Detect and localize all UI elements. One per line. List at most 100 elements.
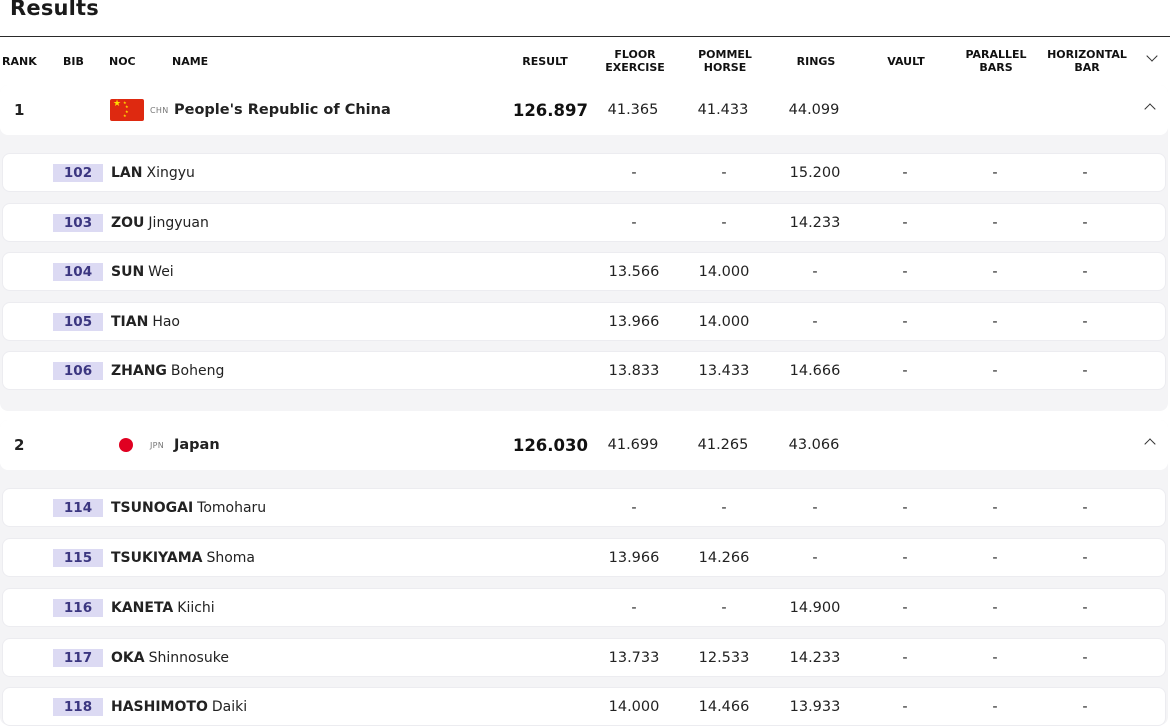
athlete-name[interactable]: HASHIMOTO Daiki [111, 688, 247, 725]
score-parallel: - [992, 549, 998, 566]
col-horizontal-bar: HORIZONTAL BAR [1043, 37, 1131, 85]
bib-badge: 106 [53, 362, 103, 380]
athlete-name[interactable]: TIAN Hao [111, 303, 180, 340]
athlete-given-name: Hao [152, 313, 180, 330]
noc-code: JPN [150, 440, 165, 450]
col-horizontal-line2: BAR [1074, 61, 1100, 74]
col-pommel-line1: POMMEL [698, 48, 752, 61]
athlete-surname: LAN [111, 164, 143, 181]
team-result: 126.897 [512, 100, 588, 120]
score-rings: 14.233 [789, 214, 841, 231]
athlete-given-name: Shinnosuke [148, 649, 229, 666]
athlete-row[interactable]: 115 TSUKIYAMA Shoma 13.966 14.266 - - - … [2, 538, 1166, 577]
athlete-row[interactable]: 106 ZHANG Boheng 13.833 13.433 14.666 - … [2, 351, 1166, 390]
score-parallel: - [992, 263, 998, 280]
team-result: 126.030 [512, 435, 588, 455]
score-vault: - [902, 599, 908, 616]
score-parallel: - [992, 214, 998, 231]
athlete-row[interactable]: 114 TSUNOGAI Tomoharu - - - - - - [2, 488, 1166, 527]
team-rings: 43.066 [788, 437, 840, 453]
score-horizontal: - [1082, 549, 1088, 566]
athlete-surname: HASHIMOTO [111, 698, 208, 715]
country-name[interactable]: People's Republic of China [174, 102, 391, 118]
bib-badge: 102 [53, 164, 103, 182]
bib-badge: 117 [53, 649, 103, 667]
athlete-surname: ZOU [111, 214, 145, 231]
athlete-row[interactable]: 104 SUN Wei 13.566 14.000 - - - - [2, 252, 1166, 291]
chevron-up-icon[interactable] [1144, 438, 1156, 450]
athlete-given-name: Tomoharu [197, 499, 267, 516]
score-floor: - [631, 214, 637, 231]
score-pommel: 14.000 [698, 313, 750, 330]
athlete-surname: TSUKIYAMA [111, 549, 203, 566]
score-horizontal: - [1082, 164, 1088, 181]
bib-badge: 115 [53, 549, 103, 567]
score-rings: 14.900 [789, 599, 841, 616]
score-rings: 14.666 [789, 362, 841, 379]
col-parallel-line2: BARS [979, 61, 1013, 74]
chevron-up-icon[interactable] [1144, 103, 1156, 115]
team-group-china: 1 ★ ★ ★ ★ ★ CHN People's Republic of Chi… [0, 85, 1168, 411]
athlete-surname: OKA [111, 649, 145, 666]
athlete-name[interactable]: SUN Wei [111, 253, 174, 290]
athlete-name[interactable]: LAN Xingyu [111, 154, 195, 191]
athlete-row[interactable]: 102 LAN Xingyu - - 15.200 - - - [2, 153, 1166, 192]
china-flag-icon: ★ ★ ★ ★ ★ [110, 99, 144, 121]
athlete-row[interactable]: 105 TIAN Hao 13.966 14.000 - - - - [2, 302, 1166, 341]
score-vault: - [902, 164, 908, 181]
score-parallel: - [992, 164, 998, 181]
score-vault: - [902, 362, 908, 379]
col-floor-line1: FLOOR [614, 48, 656, 61]
col-rank: RANK [2, 54, 37, 68]
athlete-name[interactable]: KANETA Kiichi [111, 589, 215, 626]
score-horizontal: - [1082, 214, 1088, 231]
col-vault: VAULT [887, 54, 925, 68]
athlete-given-name: Boheng [170, 362, 225, 379]
bib-badge: 104 [53, 263, 103, 281]
score-vault: - [902, 499, 908, 516]
country-name[interactable]: Japan [174, 437, 220, 453]
col-floor-line2: EXERCISE [605, 61, 665, 74]
score-parallel: - [992, 649, 998, 666]
team-group-japan: 2 JPN Japan 126.030 41.699 41.265 43.066… [0, 420, 1168, 726]
athlete-name[interactable]: OKA Shinnosuke [111, 639, 229, 676]
bib-badge: 116 [53, 599, 103, 617]
score-rings: - [812, 313, 818, 330]
athlete-row[interactable]: 103 ZOU Jingyuan - - 14.233 - - - [2, 203, 1166, 242]
score-horizontal: - [1082, 698, 1088, 715]
athlete-given-name: Shoma [206, 549, 256, 566]
score-vault: - [902, 549, 908, 566]
athlete-row[interactable]: 117 OKA Shinnosuke 13.733 12.533 14.233 … [2, 638, 1166, 677]
score-parallel: - [992, 313, 998, 330]
score-pommel: 13.433 [698, 362, 750, 379]
team-row[interactable]: 1 ★ ★ ★ ★ ★ CHN People's Republic of Chi… [0, 85, 1168, 135]
score-parallel: - [992, 499, 998, 516]
score-floor: - [631, 164, 637, 181]
athlete-name[interactable]: TSUKIYAMA Shoma [111, 539, 255, 576]
score-floor: - [631, 599, 637, 616]
col-pommel-line2: HORSE [703, 61, 747, 74]
team-row[interactable]: 2 JPN Japan 126.030 41.699 41.265 43.066 [0, 420, 1168, 470]
athlete-row[interactable]: 116 KANETA Kiichi - - 14.900 - - - [2, 588, 1166, 627]
athlete-row[interactable]: 118 HASHIMOTO Daiki 14.000 14.466 13.933… [2, 687, 1166, 726]
score-pommel: - [721, 499, 727, 516]
athlete-surname: ZHANG [111, 362, 167, 379]
score-pommel: 14.266 [698, 549, 750, 566]
athlete-given-name: Kiichi [177, 599, 215, 616]
score-floor: - [631, 499, 637, 516]
athlete-surname: SUN [111, 263, 145, 280]
athlete-name[interactable]: ZHANG Boheng [111, 352, 224, 389]
team-rank: 1 [14, 101, 25, 119]
athlete-name[interactable]: TSUNOGAI Tomoharu [111, 489, 266, 526]
bib-badge: 103 [53, 214, 103, 232]
athlete-name[interactable]: ZOU Jingyuan [111, 204, 209, 241]
score-floor: 13.966 [608, 549, 660, 566]
score-floor: 13.966 [608, 313, 660, 330]
score-vault: - [902, 313, 908, 330]
bib-badge: 114 [53, 499, 103, 517]
noc-code: CHN [150, 105, 169, 115]
col-bib: BIB [63, 54, 84, 68]
score-horizontal: - [1082, 362, 1088, 379]
col-parallel-line1: PARALLEL [965, 48, 1027, 61]
score-rings: - [812, 263, 818, 280]
